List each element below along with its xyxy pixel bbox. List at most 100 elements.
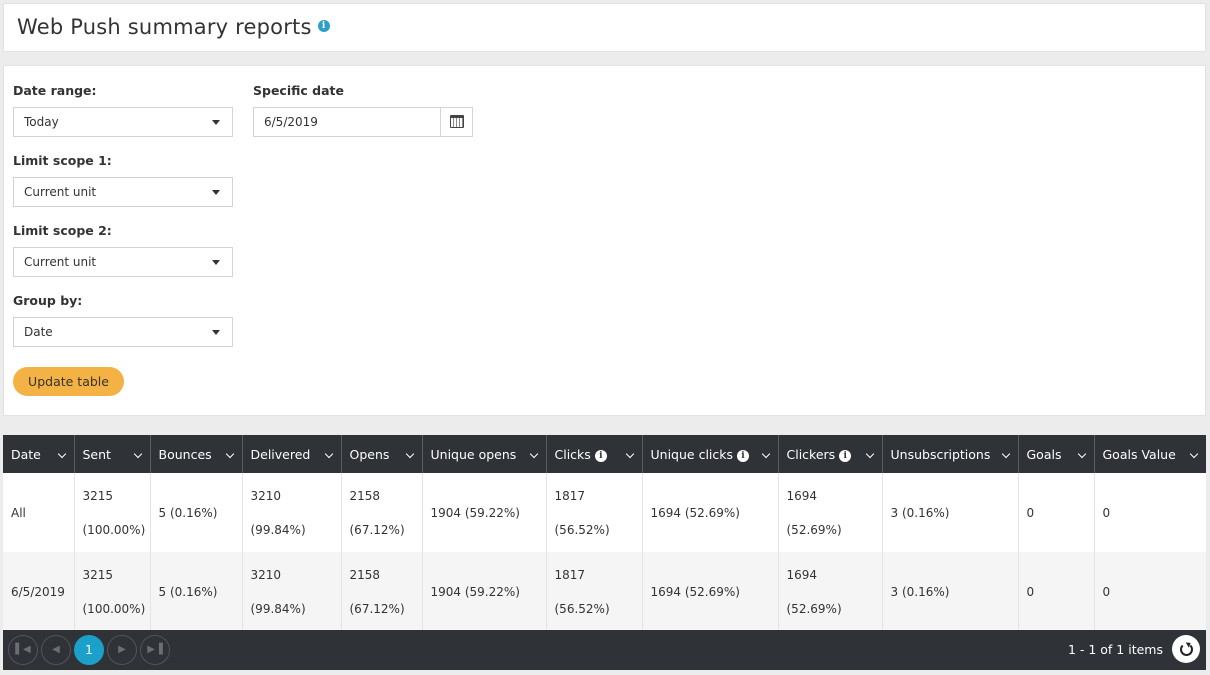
table-cell-bounces: 5 (0.16%) (150, 473, 243, 552)
table-header-row: Date Sent Bounces Delivered Opens Unique open… (3, 435, 1206, 473)
page-header: Web Push summary reports i (3, 3, 1206, 52)
group-by-select[interactable]: Date (13, 317, 233, 347)
column-header-label: Clicks (554, 446, 591, 462)
column-header[interactable]: Unsubscriptions (882, 435, 1019, 473)
report-grid: Date Sent Bounces Delivered Opens Unique open… (3, 435, 1206, 631)
next-page-icon[interactable]: ▶ (107, 635, 137, 665)
limit-scope-1-select[interactable]: Current unit (13, 177, 233, 207)
info-icon[interactable]: i (839, 449, 852, 462)
chevron-down-icon[interactable] (1001, 449, 1010, 459)
cell-value: 5 (0.16%) (158, 584, 218, 599)
table-cell-unique-clicks: 1694 (52.69%) (642, 552, 779, 631)
column-header-label: Clickers (786, 446, 836, 462)
chevron-down-icon[interactable] (57, 449, 66, 459)
table-cell-goals: 0 (1018, 473, 1095, 552)
chevron-down-icon (212, 330, 220, 335)
cell-value: 1694 (52.69%) (786, 488, 842, 537)
chevron-down-icon[interactable] (225, 449, 234, 459)
column-header-label: Bounces (158, 446, 212, 462)
limit-scope-2-value: Current unit (24, 255, 97, 269)
column-header[interactable]: Goals Value (1094, 435, 1206, 473)
cell-value: 1694 (52.69%) (650, 584, 740, 599)
cell-count: 3215 (82, 567, 114, 582)
update-table-button[interactable]: Update table (13, 367, 124, 396)
cell-value: 0 (1102, 584, 1111, 599)
chevron-down-icon[interactable] (324, 449, 333, 459)
table-row: All 3215 (100.00%) 5 (0.16%) 3210 (99.84%) 215… (3, 473, 1206, 552)
page-number-button[interactable]: 1 (74, 635, 104, 665)
column-header-label: Goals (1026, 446, 1062, 462)
column-header[interactable]: Clickers i (778, 435, 883, 473)
chevron-down-icon[interactable] (761, 449, 770, 459)
cell-value: 3 (0.16%) (890, 505, 950, 520)
date-range-select[interactable]: Today (13, 107, 233, 137)
group-by-value: Date (24, 325, 53, 339)
chevron-down-icon[interactable] (529, 449, 538, 459)
chevron-down-icon[interactable] (1077, 449, 1086, 459)
table-cell-opens: 2158 (67.12%) (341, 473, 423, 552)
column-header[interactable]: Sent (74, 435, 151, 473)
limit-scope-2-select[interactable]: Current unit (13, 247, 233, 277)
column-header-label: Unique opens (430, 446, 517, 462)
table-cell-unsubscriptions: 3 (0.16%) (882, 473, 1019, 552)
chevron-down-icon[interactable] (405, 449, 414, 459)
chevron-down-icon (212, 190, 220, 195)
cell-count: 3215 (82, 488, 114, 503)
chevron-down-icon[interactable] (625, 449, 634, 459)
column-header-label: Goals Value (1102, 446, 1176, 462)
cell-percent: (67.12%) (349, 522, 405, 537)
limit-scope-1-value: Current unit (24, 185, 97, 199)
group-by-label: Group by: (13, 293, 83, 308)
table-cell-bounces: 5 (0.16%) (150, 552, 243, 631)
cell-value: 5 (0.16%) (158, 505, 218, 520)
info-icon[interactable]: i (594, 449, 607, 462)
table-cell-unsubscriptions: 3 (0.16%) (882, 552, 1019, 631)
page-title: Web Push summary reports i (17, 15, 330, 39)
column-header[interactable]: Date (3, 435, 75, 473)
last-page-icon[interactable]: ▶▐ (140, 635, 170, 665)
limit-scope-2-label: Limit scope 2: (13, 223, 112, 238)
date-range-label: Date range: (13, 83, 97, 98)
chevron-down-icon[interactable] (1189, 449, 1199, 459)
column-header-label: Unsubscriptions (890, 446, 991, 462)
info-icon[interactable]: i (737, 449, 750, 462)
table-cell-unique-opens: 1904 (59.22%) (422, 552, 547, 631)
report-table: Date Sent Bounces Delivered Opens Unique open… (3, 435, 1206, 631)
column-header[interactable]: Opens (341, 435, 423, 473)
column-header[interactable]: Delivered (242, 435, 342, 473)
cell-percent: (56.52%) (554, 601, 610, 616)
first-page-icon[interactable]: ▌◀ (8, 635, 38, 665)
pager-info: 1 - 1 of 1 items (1067, 642, 1163, 657)
cell-percent: (99.84%) (250, 522, 306, 537)
column-header[interactable]: Unique opens (422, 435, 547, 473)
chevron-down-icon (212, 260, 220, 265)
table-cell-date: 6/5/2019 (3, 552, 75, 631)
table-cell-clickers: 1694 (52.69%) (778, 473, 883, 552)
refresh-icon[interactable] (1172, 635, 1200, 663)
chevron-down-icon[interactable] (133, 449, 142, 459)
column-header[interactable]: Clicks i (546, 435, 643, 473)
calendar-button[interactable] (440, 108, 472, 136)
info-icon[interactable]: i (317, 20, 330, 32)
cell-value: 1904 (59.22%) (430, 584, 520, 599)
table-cell-delivered: 3210 (99.84%) (242, 552, 342, 631)
table-row: 6/5/2019 3215 (100.00%) 5 (0.16%) 3210 (99.84… (3, 552, 1206, 631)
column-header[interactable]: Bounces (150, 435, 243, 473)
cell-percent: (99.84%) (250, 601, 306, 616)
column-header-label: Sent (82, 446, 111, 462)
page-title-text: Web Push summary reports (17, 15, 312, 39)
cell-value: 6/5/2019 (11, 584, 65, 599)
cell-percent: (100.00%) (82, 601, 146, 616)
specific-date-input[interactable] (254, 108, 440, 136)
filter-panel: Date range: Today Specific date Limit sc… (3, 65, 1206, 416)
calendar-icon (450, 115, 464, 128)
chevron-down-icon (212, 120, 220, 125)
column-header[interactable]: Unique clicks i (642, 435, 779, 473)
chevron-down-icon[interactable] (865, 449, 874, 459)
cell-count: 3210 (250, 488, 282, 503)
cell-count: 1817 (554, 488, 586, 503)
prev-page-icon[interactable]: ◀ (41, 635, 71, 665)
cell-value: All (11, 505, 26, 520)
cell-percent: (67.12%) (349, 601, 405, 616)
column-header[interactable]: Goals (1018, 435, 1095, 473)
